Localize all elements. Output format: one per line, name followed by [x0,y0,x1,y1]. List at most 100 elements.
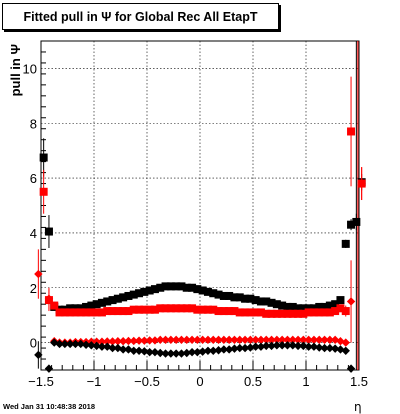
data-point [309,308,318,317]
data-point [118,337,128,346]
y-axis-label: pull in Ψ [8,44,23,96]
data-point [150,336,160,345]
x-axis-label: η [354,400,362,414]
data-point [278,309,287,318]
data-point [97,308,106,317]
data-point [341,239,350,248]
data-point [262,341,271,351]
data-point [272,309,281,318]
y-tick-label: 6 [30,171,37,186]
data-point [97,342,107,351]
data-point [304,308,313,317]
y-tick-label: 2 [30,281,37,296]
data-point [347,220,356,229]
data-point [118,345,128,354]
data-point [288,341,297,350]
x-tick-label: 1.5 [350,374,368,389]
y-tick-label: 4 [30,226,37,241]
data-point [346,297,356,306]
data-point [214,335,223,345]
data-point [71,339,80,349]
data-point [219,291,228,300]
data-point [156,304,165,313]
data-point [325,301,334,310]
data-point [108,337,117,346]
data-point [214,307,223,316]
axis-tick-labels: −1.5 −1 −0.5 0 0.5 1 1.5 0 2 4 6 8 10 [23,61,369,389]
data-point [182,283,191,292]
data-point [293,341,303,351]
data-point [108,307,117,316]
data-point [272,300,281,309]
data-point [203,346,213,356]
data-point [331,307,340,316]
data-point [140,305,149,314]
data-point [288,335,297,345]
data-point [193,285,202,294]
data-point [246,343,255,352]
data-point [346,364,356,373]
data-point [177,304,186,313]
data-point [256,335,266,345]
data-point [193,335,202,345]
data-point [241,308,250,317]
data-point [113,337,123,346]
data-point [224,335,234,345]
data-point [293,335,303,345]
data-point [256,308,265,317]
data-point [320,302,329,311]
data-point [129,336,138,346]
x-tick-label: 1 [302,374,309,389]
data-point [283,302,292,311]
data-point [135,289,144,298]
data-point [166,304,175,313]
data-point [124,307,133,316]
data-point [108,296,117,305]
data-point [103,297,112,306]
axis-ticks [40,40,360,371]
data-point [119,307,128,316]
data-point [288,302,297,311]
y-tick-label: 0 [30,336,37,351]
data-point [330,344,340,353]
data-point [177,349,186,358]
data-point [235,335,244,345]
data-point [256,342,266,351]
data-point [219,335,229,345]
data-point [288,309,297,318]
data-point [129,290,138,299]
x-tick-label: −1 [87,374,102,389]
data-point [230,307,239,316]
data-point [325,335,335,345]
data-point [76,304,85,313]
data-point [203,287,212,296]
data-point [166,349,176,358]
data-point [209,346,218,356]
data-point [113,294,122,303]
data-point [50,301,59,310]
series-0 [39,138,366,314]
data-point [262,335,271,345]
data-point [315,308,324,317]
data-point [224,345,234,354]
data-point [235,308,244,317]
data-point [315,343,324,352]
data-point [135,305,144,314]
data-point [283,309,292,318]
data-point [230,335,239,345]
data-point [55,339,64,349]
data-point [267,298,276,307]
data-point [71,304,80,313]
data-point [341,346,350,356]
data-point [299,309,308,318]
data-point [145,347,154,357]
data-point [214,346,223,355]
data-point [87,301,96,310]
data-point [124,336,133,346]
data-point [65,339,75,349]
data-point [336,296,345,305]
data-point [198,335,207,345]
data-point [294,309,303,318]
data-point [177,335,186,345]
